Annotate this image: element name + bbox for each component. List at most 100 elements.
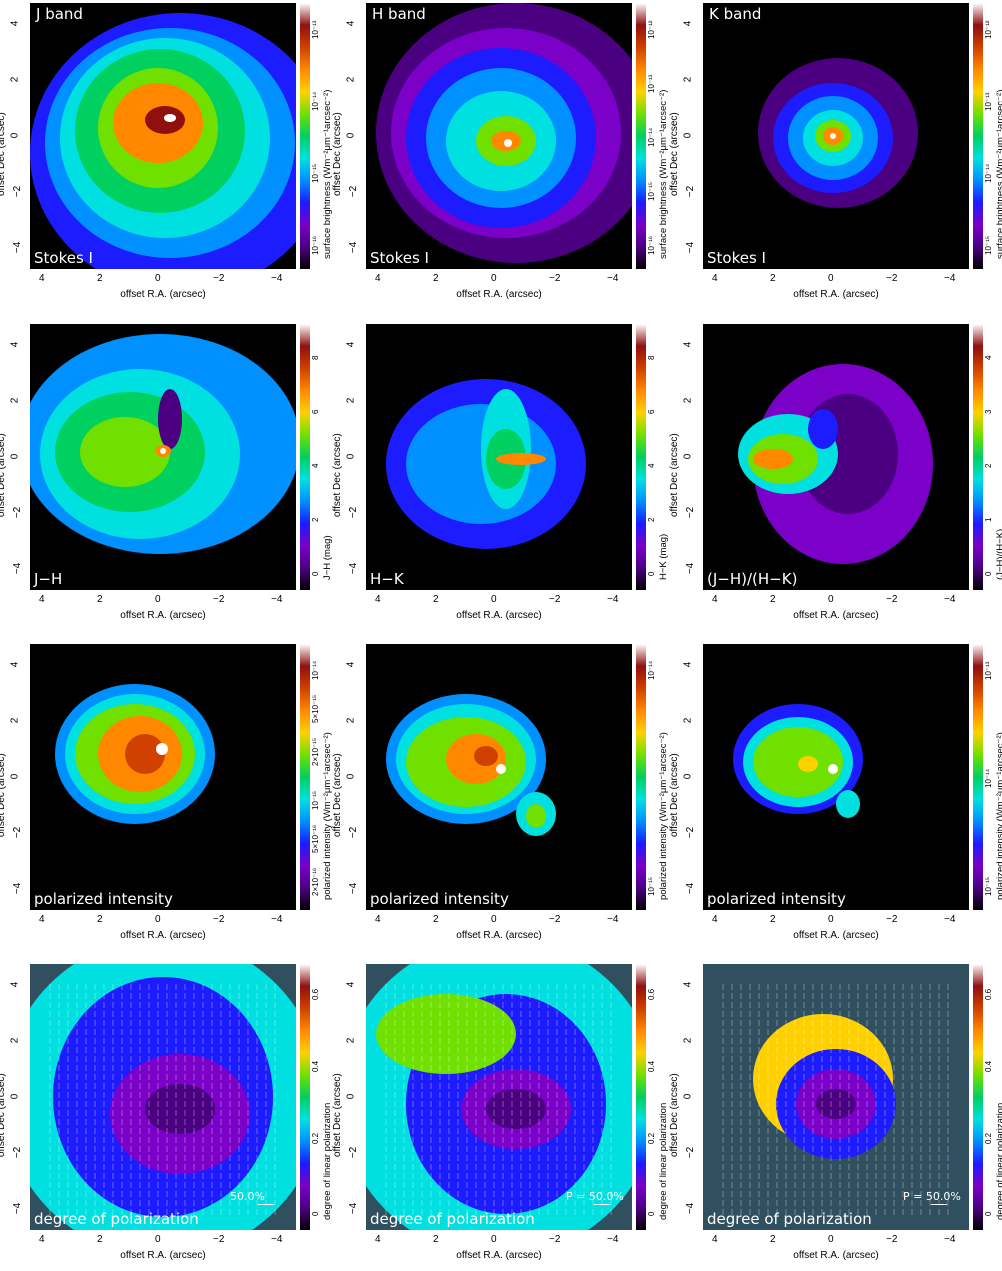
x-tick-label: −2 — [886, 914, 898, 925]
colorbar-tick-label: 10⁻¹⁴ — [984, 163, 993, 183]
y-tick-label: 4 — [345, 661, 357, 668]
x-tick-label: 0 — [155, 273, 161, 284]
x-tick-label: 0 — [155, 914, 161, 925]
x-tick-label: 2 — [433, 1234, 439, 1245]
x-tick-label: 0 — [491, 273, 497, 284]
colorbar-tick-label: 6 — [311, 409, 320, 414]
colorbar-tick-label: 2 — [647, 517, 656, 522]
y-tick-label: 0 — [682, 453, 694, 460]
x-tick-label: 0 — [491, 1234, 497, 1245]
y-tick-label: −2 — [685, 826, 697, 839]
x-tick-label: −2 — [549, 273, 561, 284]
colorbar-tick-label: 0 — [984, 1211, 993, 1216]
y-tick-label: 4 — [682, 981, 694, 988]
y-tick-label: 4 — [682, 341, 694, 348]
colorbar — [300, 324, 310, 590]
y-tick-label: 4 — [9, 20, 21, 27]
y-axis-label: offset Dec (arcsec) — [669, 753, 680, 837]
colorbar-label: H−K (mag) — [658, 533, 669, 580]
x-tick-label: 2 — [433, 594, 439, 605]
x-tick-label: 4 — [39, 1234, 45, 1245]
panel-label: degree of polarization — [370, 1210, 535, 1228]
colorbar-tick-label: 10⁻¹⁴ — [647, 127, 656, 147]
panel-title: H band — [372, 5, 426, 23]
x-tick-label: −4 — [271, 914, 283, 925]
y-axis-label: offset Dec (arcsec) — [0, 112, 7, 196]
colorbar-tick-label: 5×10⁻¹⁵ — [311, 694, 320, 724]
y-tick-label: 4 — [682, 20, 694, 27]
colorbar-tick-label: 10⁻¹⁵ — [984, 235, 993, 255]
image-k-stokes — [703, 3, 969, 269]
colorbar-tick-label: 10⁻¹⁴ — [984, 768, 993, 788]
y-axis-label: offset Dec (arcsec) — [669, 112, 680, 196]
colorbar — [636, 644, 646, 910]
x-tick-label: 4 — [712, 914, 718, 925]
colorbar-tick-label: 10⁻¹⁵ — [311, 790, 320, 810]
colorbar — [300, 644, 310, 910]
x-tick-label: −2 — [549, 594, 561, 605]
x-axis-label: offset R.A. (arcsec) — [793, 930, 879, 941]
x-tick-label: 4 — [39, 914, 45, 925]
x-tick-label: −4 — [607, 273, 619, 284]
colorbar-tick-label: 0 — [647, 1211, 656, 1216]
y-tick-label: 0 — [682, 1093, 694, 1100]
x-tick-label: 4 — [39, 594, 45, 605]
image-k-pi — [703, 644, 969, 910]
colorbar-tick-label: 0.4 — [311, 1060, 320, 1072]
x-tick-label: 4 — [712, 1234, 718, 1245]
y-tick-label: 2 — [682, 717, 694, 724]
x-tick-label: −4 — [944, 1234, 956, 1245]
x-axis-label: offset R.A. (arcsec) — [793, 610, 879, 621]
x-tick-label: 2 — [97, 1234, 103, 1245]
y-axis-label: offset Dec (arcsec) — [332, 433, 343, 517]
x-tick-label: −4 — [607, 1234, 619, 1245]
x-tick-label: 4 — [39, 273, 45, 284]
x-tick-label: −2 — [213, 914, 225, 925]
x-tick-label: 0 — [155, 594, 161, 605]
colorbar-tick-label: 10⁻¹³ — [984, 661, 993, 680]
y-tick-label: −4 — [348, 241, 360, 254]
x-tick-label: −4 — [271, 594, 283, 605]
panel-label: polarized intensity — [707, 890, 846, 908]
x-tick-label: 4 — [375, 594, 381, 605]
x-tick-label: 2 — [433, 914, 439, 925]
scale-bar — [258, 1204, 274, 1205]
colorbar — [636, 3, 646, 269]
y-tick-label: 4 — [345, 20, 357, 27]
scale-bar-label: 50.0% — [230, 1190, 265, 1203]
y-axis-label: offset Dec (arcsec) — [332, 112, 343, 196]
colorbar-tick-label: 0.2 — [984, 1132, 993, 1144]
y-axis-label: offset Dec (arcsec) — [332, 753, 343, 837]
colorbar — [636, 324, 646, 590]
y-tick-label: −4 — [12, 241, 24, 254]
x-tick-label: 0 — [491, 594, 497, 605]
panel-label: polarized intensity — [370, 890, 509, 908]
y-tick-label: −2 — [12, 185, 24, 198]
colorbar — [636, 964, 646, 1230]
y-tick-label: 2 — [682, 1037, 694, 1044]
x-tick-label: −4 — [607, 914, 619, 925]
x-tick-label: −2 — [213, 1234, 225, 1245]
colorbar-tick-label: 0 — [647, 571, 656, 576]
x-tick-label: −2 — [549, 914, 561, 925]
y-tick-label: 0 — [682, 132, 694, 139]
y-tick-label: −2 — [685, 1146, 697, 1159]
colorbar-tick-label: 2×10⁻¹⁵ — [311, 738, 320, 767]
x-tick-label: −4 — [944, 594, 956, 605]
y-tick-label: 2 — [345, 76, 357, 83]
y-tick-label: −4 — [12, 882, 24, 895]
y-tick-label: 0 — [345, 453, 357, 460]
y-tick-label: −2 — [348, 506, 360, 519]
y-tick-label: 0 — [9, 453, 21, 460]
y-tick-label: 2 — [682, 76, 694, 83]
colorbar-tick-label: 3 — [984, 409, 993, 414]
colorbar-label: J−H (mag) — [322, 535, 333, 580]
y-tick-label: 2 — [345, 1037, 357, 1044]
scale-bar-label: P = 50.0% — [903, 1190, 961, 1203]
colorbar-tick-label: 0 — [984, 571, 993, 576]
image-jh-hk — [703, 324, 969, 590]
x-tick-label: 0 — [828, 273, 834, 284]
image-j-stokes — [30, 3, 296, 269]
colorbar-label: degree of linear polarization — [995, 1102, 1002, 1220]
x-axis-label: offset R.A. (arcsec) — [120, 1250, 206, 1261]
